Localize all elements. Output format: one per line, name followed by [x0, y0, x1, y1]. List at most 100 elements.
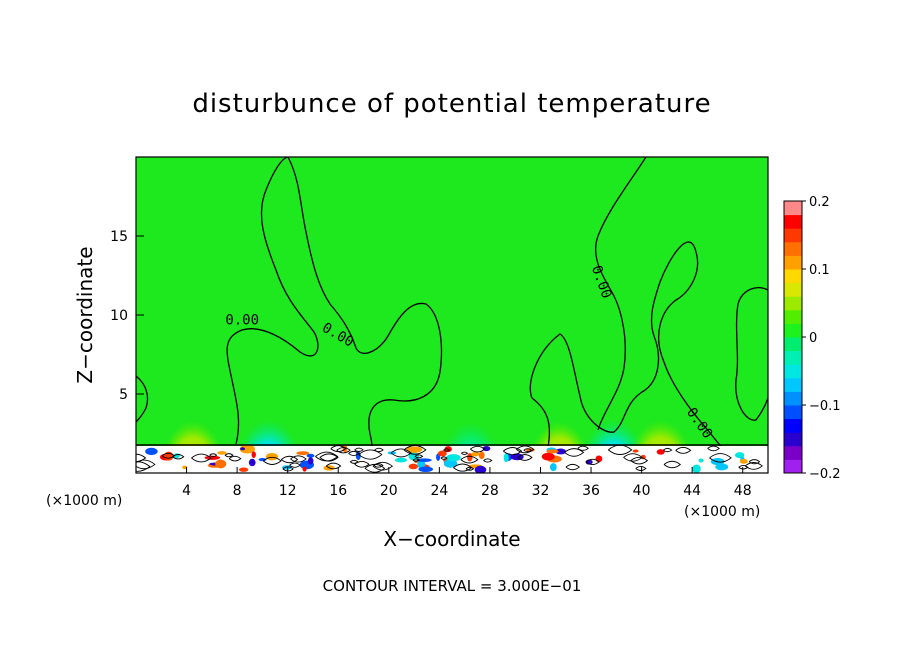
boundary-contour	[577, 445, 589, 451]
boundary-anomaly	[408, 463, 419, 470]
boundary-contour	[523, 448, 533, 453]
boundary-contour	[630, 456, 649, 465]
colorbar-tick-label: −0.1	[809, 399, 841, 414]
y-tick-label: 5	[119, 387, 128, 403]
boundary-anomaly	[739, 458, 748, 464]
boundary-anomaly	[387, 451, 397, 455]
contour-zero-north	[594, 157, 647, 431]
boundary-anomaly	[541, 452, 555, 461]
boundary-contour	[364, 463, 386, 473]
contour-zero-east	[529, 241, 723, 448]
x-tick-label: 48	[734, 483, 752, 499]
colorbar-bin	[784, 377, 802, 392]
boundary-contour	[336, 447, 351, 454]
colorbar-bin	[784, 241, 802, 256]
colorbar-bin	[784, 214, 802, 229]
boundary-contour	[565, 463, 581, 471]
boundary-anomaly	[282, 465, 292, 470]
x-tick-label: 4	[182, 483, 191, 499]
boundary-contour	[663, 447, 673, 453]
y-axis: 5 10 15	[110, 229, 144, 403]
contour-zero-edge	[136, 375, 149, 423]
colorbar-bin	[784, 282, 802, 297]
x-tick-label: 20	[380, 483, 398, 499]
boundary-anomaly	[265, 452, 279, 461]
colorbar-bin	[784, 296, 802, 311]
boundary-anomaly	[217, 451, 227, 455]
boundary-contour	[326, 462, 342, 470]
boundary-contour	[748, 459, 761, 465]
boundary-anomaly	[692, 464, 701, 473]
boundary-anomaly	[406, 446, 423, 453]
boundary-anomaly	[474, 465, 487, 473]
boundary-anomaly	[471, 451, 480, 457]
boundary-contour	[390, 448, 412, 458]
boundary-contour	[470, 445, 486, 453]
plume-anomaly	[438, 391, 503, 473]
x-tick-label: 24	[430, 483, 448, 499]
boundary-anomaly	[656, 449, 665, 455]
boundary-layer-detail	[136, 444, 763, 473]
plume-anomaly	[158, 387, 227, 473]
colorbar-bin	[784, 323, 802, 338]
boundary-anomaly	[417, 459, 426, 469]
boundary-anomaly	[446, 454, 461, 462]
boundary-anomaly	[546, 449, 559, 454]
boundary-contour	[372, 461, 394, 471]
boundary-anomaly	[239, 467, 249, 472]
colorbar-bin	[784, 391, 802, 406]
x-tick-label: 28	[481, 483, 499, 499]
boundary-contour	[358, 449, 383, 460]
contour-zero-far-east	[735, 287, 768, 421]
boundary-contour	[136, 461, 151, 472]
plot-area	[136, 157, 768, 473]
colorbar-bin	[784, 350, 802, 365]
colorbar-bin	[784, 405, 802, 420]
boundary-anomaly	[715, 463, 729, 471]
y-axis-label: Z−coordinate	[73, 246, 97, 383]
boundary-contour	[209, 453, 218, 458]
boundary-anomaly	[416, 458, 432, 462]
boundary-contour	[443, 448, 451, 452]
colorbar-bin	[784, 269, 802, 284]
colorbar: 0.2 0.1 0 −0.1 −0.2	[783, 195, 841, 482]
boundary-contour	[707, 445, 720, 452]
boundary-contour	[330, 445, 347, 453]
boundary-contour	[373, 463, 384, 468]
boundary-anomaly	[555, 448, 567, 455]
boundary-contour	[354, 447, 364, 452]
boundary-contour	[663, 460, 682, 469]
contour-zero-west	[226, 157, 319, 445]
x-tick-label: 44	[683, 483, 701, 499]
colorbar-bin	[784, 418, 802, 433]
boundary-anomaly	[239, 444, 255, 454]
boundary-contour	[289, 462, 301, 468]
boundary-anomaly	[503, 453, 509, 463]
boundary-contour	[675, 446, 692, 454]
x-tick-label: 32	[532, 483, 550, 499]
x-tick-label: 16	[329, 483, 347, 499]
boundary-anomaly	[307, 457, 314, 465]
boundary-anomaly	[302, 466, 307, 472]
chart-title: disturbunce of potential temperature	[192, 89, 711, 119]
boundary-contour	[354, 460, 370, 468]
boundary-anomaly	[467, 453, 473, 462]
boundary-contour	[349, 459, 359, 464]
x-tick-label: 8	[233, 483, 242, 499]
x-axis-label: X−coordinate	[383, 527, 520, 551]
x-tick-label: 36	[582, 483, 600, 499]
boundary-anomaly	[478, 451, 485, 460]
boundary-anomaly	[306, 453, 315, 458]
boundary-contour	[516, 445, 535, 454]
x-tick-label: 12	[279, 483, 297, 499]
colorbar-bin	[784, 459, 802, 474]
x-unit-right: (×1000 m)	[684, 504, 760, 520]
boundary-contour	[738, 464, 749, 470]
y-tick-label: 15	[110, 229, 128, 245]
colorbar-bin	[784, 445, 802, 460]
colorbar-bin	[784, 228, 802, 243]
colorbar-bin	[784, 337, 802, 352]
boundary-contour	[348, 450, 360, 456]
colorbar-tick-label: −0.2	[809, 467, 841, 482]
x-unit-left: (×1000 m)	[46, 493, 122, 509]
